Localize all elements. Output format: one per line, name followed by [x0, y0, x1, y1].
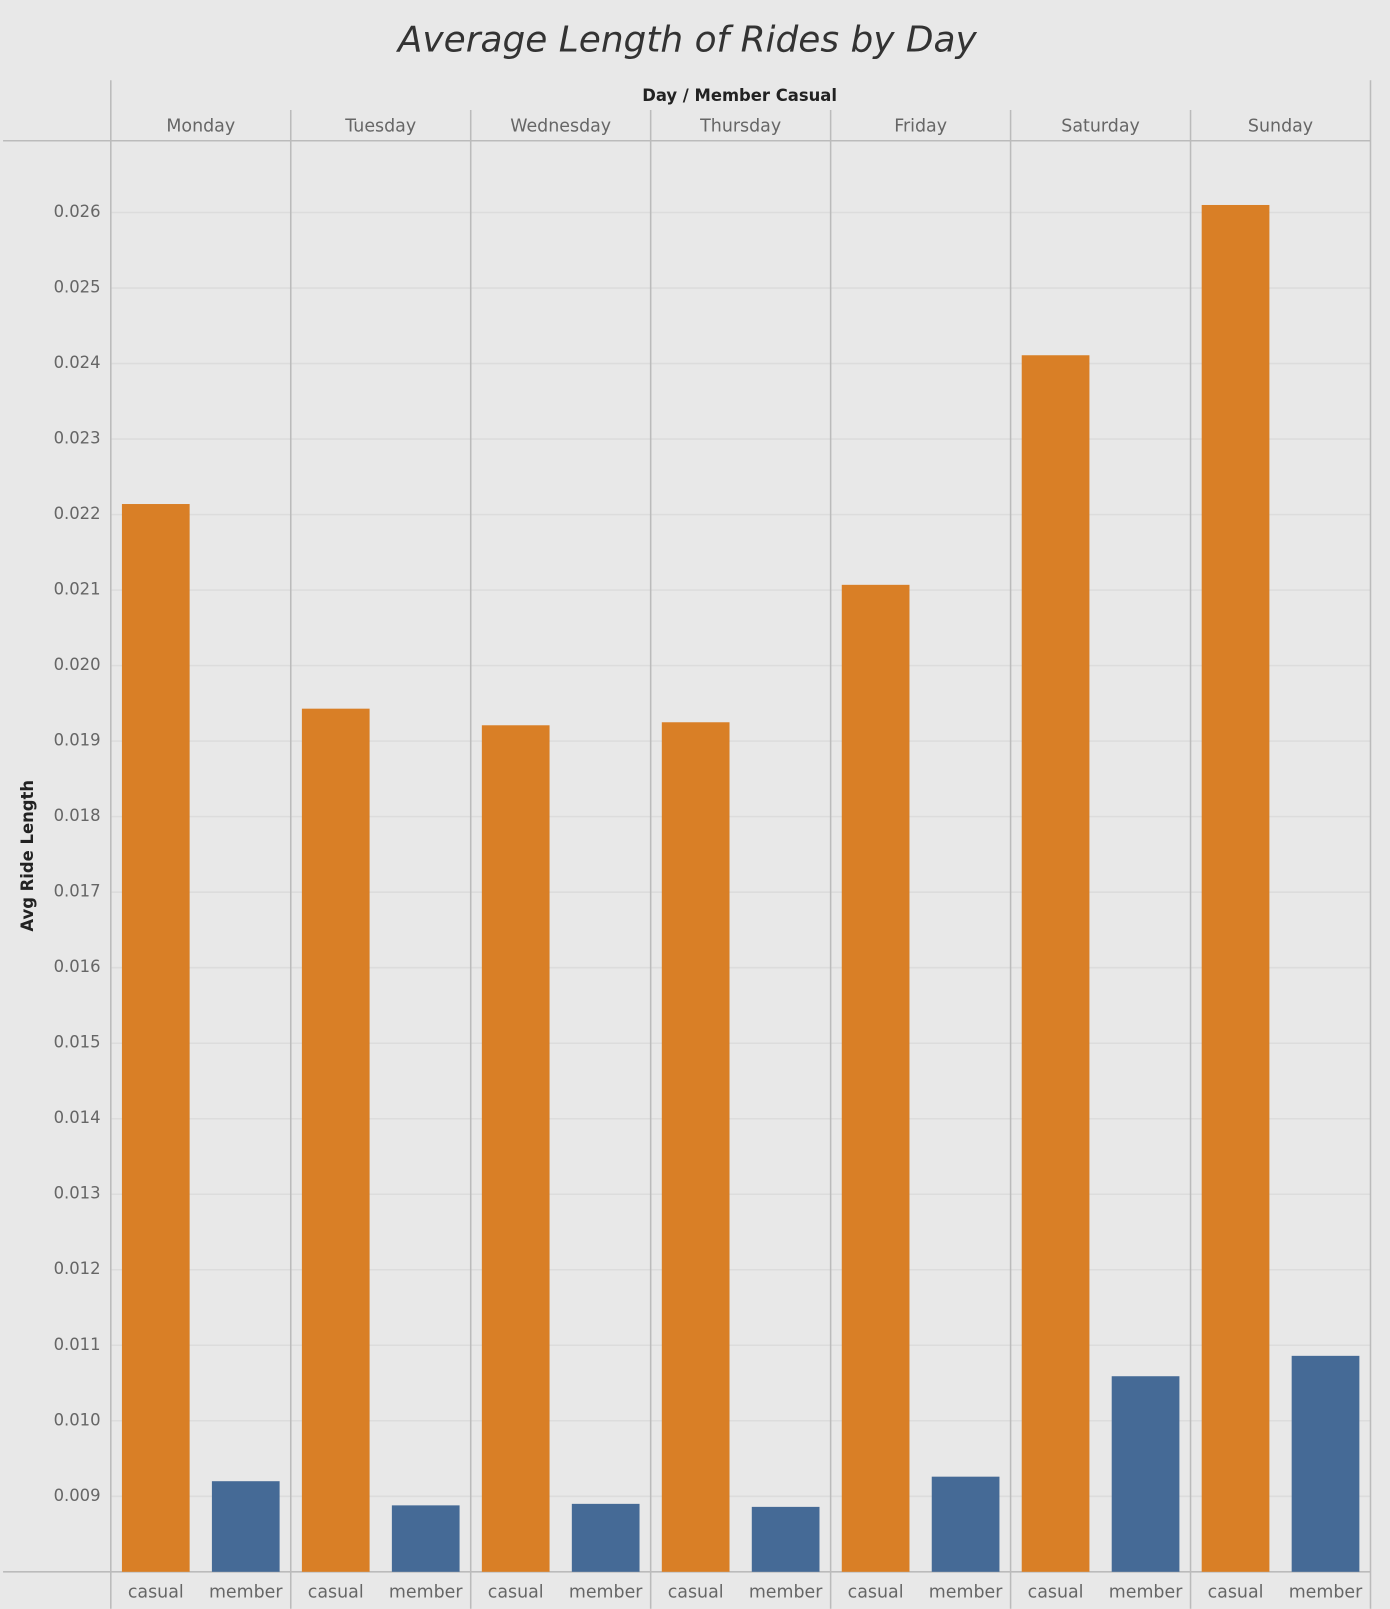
bar — [841, 584, 910, 1572]
day-label: Sunday — [1248, 116, 1313, 136]
sub-label: casual — [488, 1582, 544, 1602]
sub-label: member — [389, 1582, 463, 1602]
bar — [1021, 355, 1090, 1572]
bar — [1111, 1376, 1180, 1572]
bar — [211, 1481, 280, 1572]
sub-label: member — [929, 1582, 1003, 1602]
bar — [1201, 204, 1270, 1572]
bar — [1291, 1355, 1360, 1572]
sub-label: member — [1289, 1582, 1363, 1602]
bar — [661, 722, 730, 1572]
y-tick-label: 0.022 — [54, 504, 101, 523]
bar — [301, 708, 370, 1572]
y-tick-label: 0.016 — [54, 957, 101, 976]
y-tick-label: 0.021 — [54, 580, 101, 599]
day-label: Friday — [894, 116, 947, 136]
bar — [121, 504, 190, 1572]
bar — [481, 725, 550, 1572]
y-tick-label: 0.018 — [54, 806, 101, 825]
sub-label: member — [1109, 1582, 1183, 1602]
y-tick-label: 0.024 — [54, 353, 101, 372]
day-label: Monday — [166, 116, 235, 136]
y-tick-label: 0.013 — [54, 1184, 101, 1203]
y-tick-label: 0.026 — [54, 202, 101, 221]
day-label: Thursday — [699, 116, 781, 136]
bar — [391, 1505, 460, 1572]
sub-label: casual — [1208, 1582, 1264, 1602]
sub-label: casual — [668, 1582, 724, 1602]
sub-label: casual — [848, 1582, 904, 1602]
bar — [931, 1476, 1000, 1572]
bar — [571, 1503, 640, 1572]
y-axis-label: Avg Ride Length — [18, 780, 37, 932]
y-tick-label: 0.009 — [54, 1486, 101, 1505]
sub-label: casual — [128, 1582, 184, 1602]
y-tick-label: 0.010 — [54, 1410, 101, 1429]
sub-label: member — [209, 1582, 283, 1602]
y-tick-label: 0.025 — [54, 278, 101, 297]
y-tick-label: 0.020 — [54, 655, 101, 674]
y-tick-label: 0.017 — [54, 882, 101, 901]
day-label: Wednesday — [510, 116, 611, 136]
y-tick-label: 0.014 — [54, 1108, 101, 1127]
bar — [751, 1506, 820, 1572]
y-tick-label: 0.015 — [54, 1033, 101, 1052]
sub-label: member — [569, 1582, 643, 1602]
chart-title: Average Length of Rides by Day — [396, 19, 978, 60]
sub-label: casual — [1028, 1582, 1084, 1602]
y-tick-label: 0.019 — [54, 731, 101, 750]
x-axis-label: Day / Member Casual — [642, 86, 837, 105]
y-tick-label: 0.011 — [54, 1335, 101, 1354]
y-tick-label: 0.023 — [54, 429, 101, 448]
sub-label: casual — [308, 1582, 364, 1602]
day-label: Tuesday — [344, 116, 416, 136]
sub-label: member — [749, 1582, 823, 1602]
day-label: Saturday — [1061, 116, 1140, 136]
y-tick-label: 0.012 — [54, 1259, 101, 1278]
